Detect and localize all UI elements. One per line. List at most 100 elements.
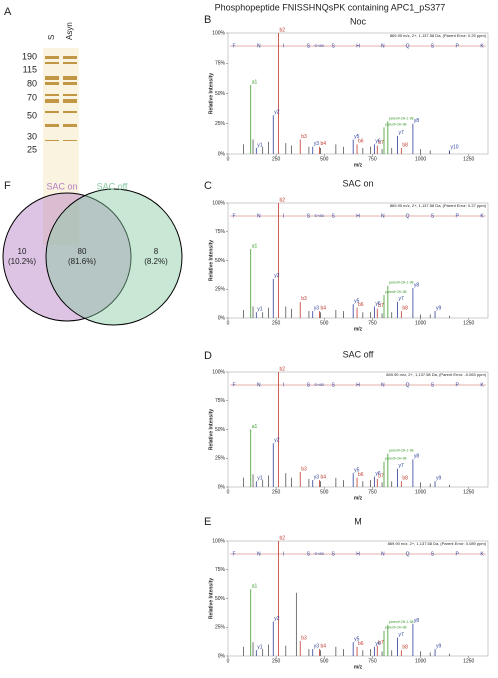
sequence-residue: S xyxy=(332,551,336,557)
peak-label: a1 xyxy=(252,424,258,430)
spectrum: SAC on 869.90 m/z, 2+, 1,137.58 Da, (Pare… xyxy=(208,178,489,332)
sequence-residue: I xyxy=(283,43,284,49)
venn-percent: (8.2%) xyxy=(144,257,168,266)
y-tick-label: 50% xyxy=(215,427,226,433)
sequence-residue: H xyxy=(356,213,360,219)
y-axis-label: Relative Intensity xyxy=(208,409,214,450)
sequence-residue: S xyxy=(307,43,311,49)
peak-label: y7 xyxy=(398,296,404,302)
peak-label: y8 xyxy=(414,618,420,624)
panel-letter: F xyxy=(4,180,11,192)
peak-label: y5 xyxy=(354,637,360,643)
venn-count: 10 xyxy=(18,247,27,256)
x-tick-label: 0 xyxy=(227,489,230,495)
y-tick-label: 75% xyxy=(215,398,226,404)
sequence-residue: H xyxy=(356,382,360,388)
y-tick-label: 0% xyxy=(218,315,226,321)
peak-label: y9 xyxy=(436,305,442,311)
marker-label: 50 xyxy=(27,110,37,120)
x-tick-label: 250 xyxy=(272,156,281,162)
x-tick-label: 0 xyxy=(227,658,230,664)
sequence-residue: Q xyxy=(406,382,410,388)
sequence-residue: S xyxy=(332,382,336,388)
sequence-residue: F xyxy=(232,382,235,388)
peak-label: y8 xyxy=(414,118,420,124)
sequence-residue: K xyxy=(480,43,484,49)
peak-label: y3 xyxy=(314,643,320,649)
spectrum-title: SAC off xyxy=(343,349,374,359)
peak-label: a1 xyxy=(252,584,258,590)
peak-label: y5 xyxy=(354,299,360,305)
sequence-residue: P xyxy=(456,382,460,388)
x-tick-label: 1250 xyxy=(463,320,474,326)
peak-label: b6 xyxy=(358,302,364,308)
peak-label: y1 xyxy=(257,645,263,651)
y-tick-label: 100% xyxy=(212,30,225,36)
sequence-residue: I xyxy=(283,213,284,219)
peak-label: a1 xyxy=(252,79,258,85)
sequence-residue: P xyxy=(456,43,460,49)
marker-label: 70 xyxy=(27,92,37,102)
peak-label: y2 xyxy=(274,438,280,444)
peak-label: parent+2H-98 xyxy=(385,290,407,294)
panel-letter: B xyxy=(204,14,211,26)
x-tick-label: 250 xyxy=(272,320,281,326)
sequence-residue: Q xyxy=(406,551,410,557)
x-axis-label: m/z xyxy=(354,664,363,670)
y-tick-label: 75% xyxy=(215,61,226,67)
y-tick-label: 25% xyxy=(215,287,226,293)
marker-label: 115 xyxy=(23,64,37,74)
spectrum-header: 869.90 m/z, 2+, 1,137.58 Da, (Parent Err… xyxy=(390,33,487,38)
y-tick-label: 50% xyxy=(215,258,226,264)
spectrum-title: M xyxy=(354,516,362,526)
peak-label: b8 xyxy=(402,305,408,311)
x-tick-label: 1000 xyxy=(415,658,426,664)
lane-label: Asyn xyxy=(65,22,74,40)
y-tick-label: 100% xyxy=(212,369,225,375)
x-tick-label: 750 xyxy=(368,658,377,664)
peak-label: parent+2H-98 xyxy=(385,122,407,126)
sequence-residue: H xyxy=(356,43,360,49)
peak-label: b3 xyxy=(301,466,307,472)
spectrum-title: Noc xyxy=(350,16,367,26)
y-tick-label: 75% xyxy=(215,229,226,235)
venn-percent: (81.6%) xyxy=(68,257,96,266)
modification: S+80 xyxy=(314,43,324,48)
peak-label: y7 xyxy=(398,632,404,638)
x-tick-label: 1250 xyxy=(463,658,474,664)
peak-label: y10 xyxy=(450,145,458,151)
venn-set-label: SAC off xyxy=(97,181,128,191)
sequence-residue: N xyxy=(257,43,261,49)
peak-label: y8 xyxy=(414,282,420,288)
y-tick-label: 0% xyxy=(218,653,226,659)
sequence-residue: S xyxy=(307,213,311,219)
sequence-residue: S xyxy=(431,213,435,219)
peak-label: y3 xyxy=(314,141,320,147)
sequence-residue: N xyxy=(381,43,385,49)
x-tick-label: 500 xyxy=(320,320,329,326)
peak-label: y6 xyxy=(375,301,381,307)
marker-label: 25 xyxy=(27,144,37,154)
sequence-residue: Q xyxy=(406,43,410,49)
peak-label: b2 xyxy=(279,27,285,33)
peak-label: b6 xyxy=(358,139,364,145)
venn-percent: (10.2%) xyxy=(8,257,36,266)
x-axis-label: m/z xyxy=(354,495,363,501)
sequence-residue: Q xyxy=(406,213,410,219)
x-tick-label: 500 xyxy=(320,156,329,162)
sequence-residue: S xyxy=(431,382,435,388)
peak-label: y1 xyxy=(257,476,263,482)
peak-label: parent+2H-98 xyxy=(385,626,407,630)
spectrum-header: 869.90 m/z, 2+, 1,137.58 Da, (Parent Err… xyxy=(390,203,487,208)
sequence-residue: I xyxy=(283,551,284,557)
peak-label: y2 xyxy=(274,616,280,622)
venn-set-label: SAC on xyxy=(46,181,77,191)
peak-label: a1 xyxy=(252,243,258,249)
sequence-residue: S xyxy=(431,43,435,49)
panel-letter: C xyxy=(204,180,212,192)
y-tick-label: 25% xyxy=(215,456,226,462)
y-axis-label: Relative Intensity xyxy=(208,73,214,114)
peak-label: y2 xyxy=(274,110,280,116)
sequence-residue: I xyxy=(283,382,284,388)
peak-label: y1 xyxy=(257,142,263,148)
